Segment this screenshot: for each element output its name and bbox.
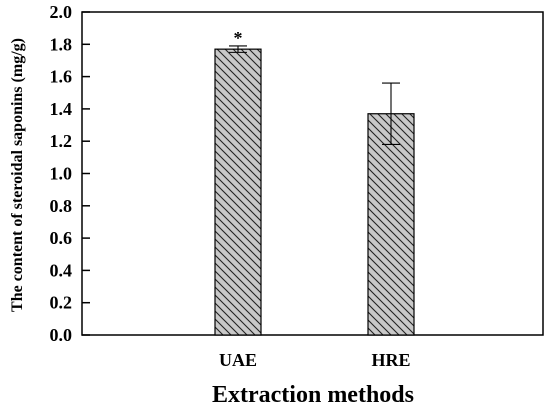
y-tick-label-3: 0.6 (50, 228, 73, 248)
significance-marker-uae: * (234, 28, 243, 48)
y-tick-label-6: 1.2 (50, 131, 73, 151)
plot-frame (81, 11, 544, 336)
x-axis-label: Extraction methods (212, 382, 414, 408)
y-tick-label-9: 1.8 (50, 34, 73, 54)
bar-hre (367, 113, 415, 336)
x-tick-label-uae: UAE (219, 350, 257, 370)
y-axis-label: The content of steroidal saponins (mg/g) (9, 38, 26, 312)
y-tick-label-0: 0.0 (50, 325, 73, 345)
y-tick-label-7: 1.4 (50, 99, 73, 119)
bar-uae (214, 48, 262, 336)
y-tick-label-10: 2.0 (50, 2, 73, 22)
x-tick-label-hre: HRE (371, 350, 410, 370)
y-tick-label-8: 1.6 (50, 67, 73, 87)
y-tick-label-5: 1.0 (50, 164, 73, 184)
y-tick-label-4: 0.8 (50, 196, 73, 216)
y-tick-label-2: 0.4 (50, 260, 73, 280)
y-tick-label-1: 0.2 (50, 293, 73, 313)
